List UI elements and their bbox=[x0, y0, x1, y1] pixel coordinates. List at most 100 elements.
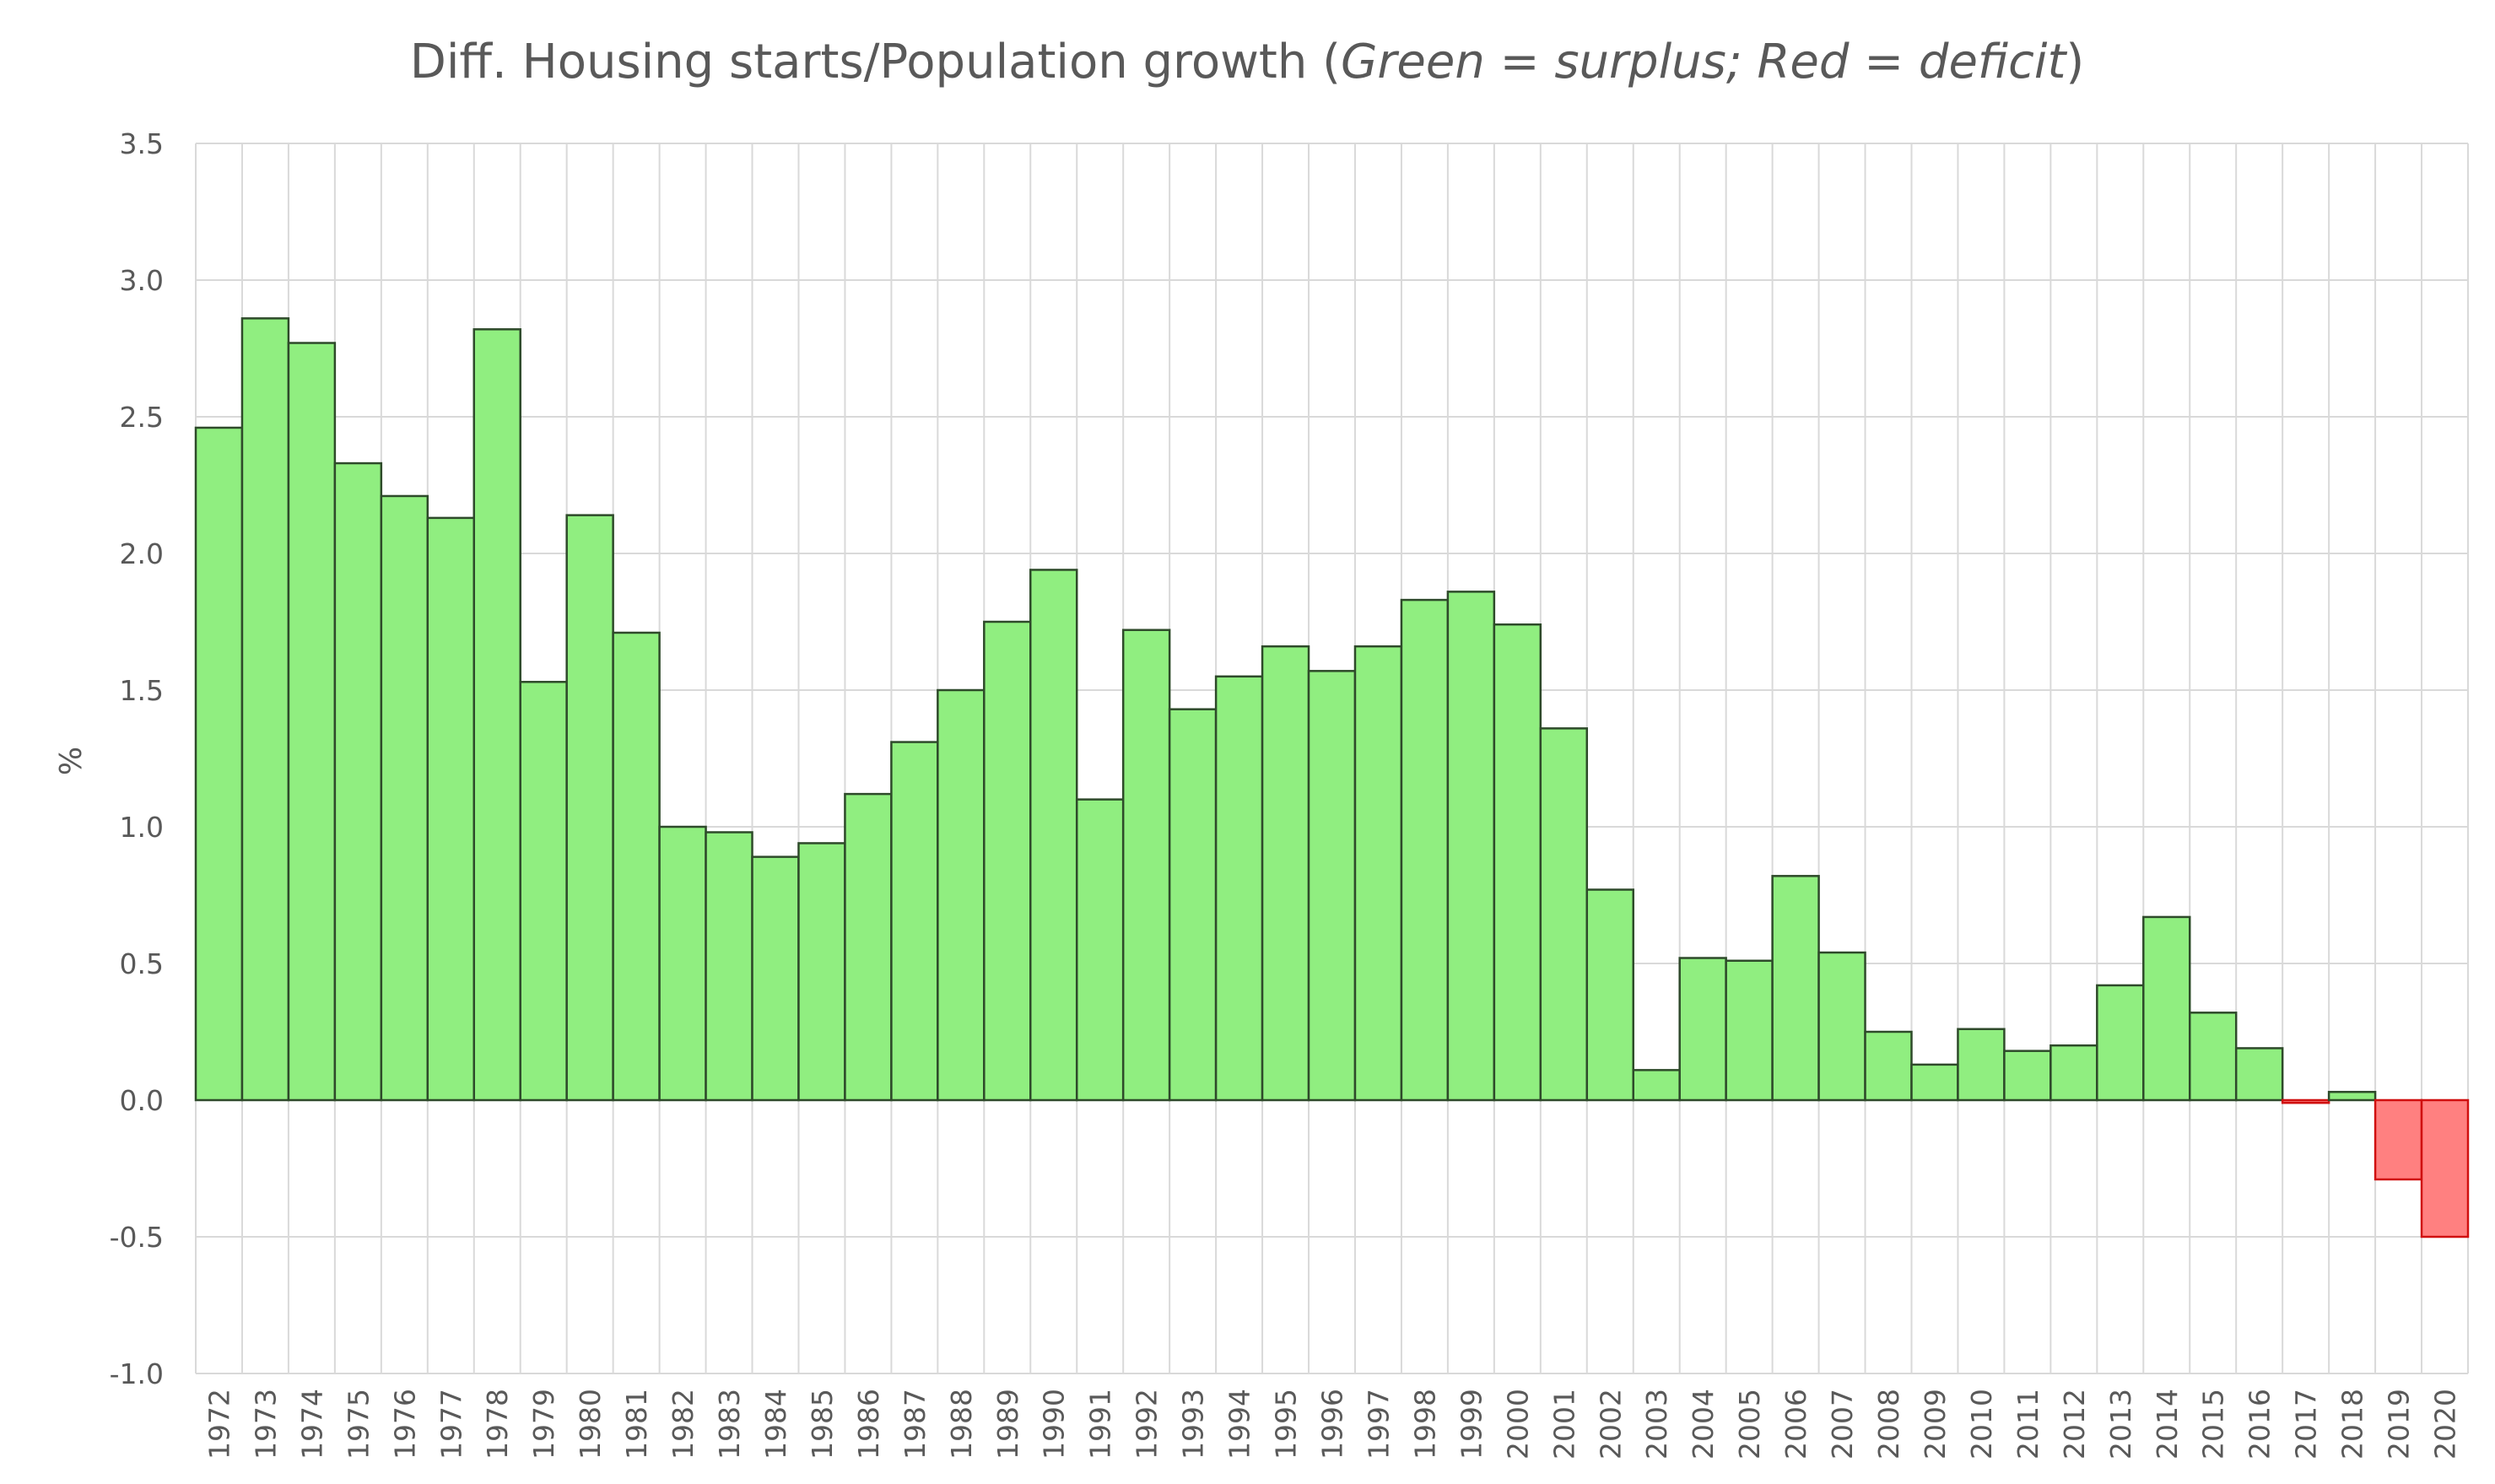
bar-1982 bbox=[658, 825, 707, 1102]
bar-1972 bbox=[194, 426, 244, 1102]
bar-1985 bbox=[797, 842, 846, 1102]
x-tick-label: 1996 bbox=[1316, 1389, 1349, 1460]
x-tick-label: 1974 bbox=[295, 1389, 328, 1460]
x-tick-label: 1977 bbox=[435, 1389, 467, 1460]
y-tick-label: 1.5 bbox=[120, 674, 164, 707]
bar-1975 bbox=[333, 461, 383, 1102]
bar-2012 bbox=[2049, 1044, 2098, 1102]
bar-2019 bbox=[2373, 1098, 2423, 1181]
y-tick-label: 2.5 bbox=[120, 401, 164, 434]
bars bbox=[194, 317, 2470, 1238]
y-tick-label: 0.0 bbox=[120, 1084, 164, 1117]
bar-2008 bbox=[1864, 1030, 1913, 1102]
bar-2003 bbox=[1632, 1069, 1681, 1102]
bar-2011 bbox=[2003, 1050, 2052, 1102]
y-tick-label: 1.0 bbox=[120, 811, 164, 844]
bar-2013 bbox=[2096, 984, 2145, 1102]
x-tick-label: 1999 bbox=[1455, 1389, 1488, 1460]
y-tick-label: -0.5 bbox=[110, 1221, 164, 1254]
bar-1986 bbox=[844, 792, 893, 1102]
bar-1980 bbox=[565, 514, 614, 1102]
x-tick-label: 2000 bbox=[1501, 1389, 1534, 1460]
x-tick-label: 2006 bbox=[1779, 1389, 1812, 1460]
x-tick-label: 1982 bbox=[667, 1389, 699, 1460]
x-tick-label: 1989 bbox=[991, 1389, 1024, 1460]
bar-2001 bbox=[1539, 727, 1589, 1102]
x-tick-label: 2005 bbox=[1733, 1389, 1766, 1460]
x-tick-label: 2009 bbox=[1919, 1389, 1952, 1460]
x-tick-label: 1980 bbox=[574, 1389, 607, 1460]
y-axis-ticks: 3.5 3.0 2.5 2.0 1.5 1.0 0.5 0.0 -0.5 -1.0 bbox=[110, 127, 164, 1390]
chart-title-suffix: ) bbox=[2066, 35, 2084, 89]
x-tick-label: 2014 bbox=[2151, 1389, 2184, 1460]
y-axis-label: % bbox=[54, 747, 89, 775]
bar-1994 bbox=[1214, 675, 1264, 1102]
bar-1983 bbox=[705, 831, 753, 1102]
x-tick-label: 2018 bbox=[2336, 1389, 2369, 1460]
x-tick-label: 1978 bbox=[481, 1389, 514, 1460]
bar-1998 bbox=[1400, 598, 1450, 1102]
x-tick-label: 1993 bbox=[1177, 1389, 1210, 1460]
x-tick-label: 2011 bbox=[2012, 1389, 2044, 1460]
bar-2000 bbox=[1493, 623, 1542, 1102]
bar-2014 bbox=[2142, 915, 2191, 1102]
bar-2020 bbox=[2420, 1098, 2470, 1238]
bar-1993 bbox=[1168, 708, 1218, 1102]
x-tick-label: 1981 bbox=[620, 1389, 653, 1460]
x-tick-label: 2002 bbox=[1594, 1389, 1627, 1460]
bar-2005 bbox=[1725, 959, 1774, 1102]
chart-title: Diff. Housing starts/Population growth (… bbox=[410, 35, 2085, 89]
x-tick-label: 2013 bbox=[2104, 1389, 2137, 1460]
x-tick-label: 2004 bbox=[1687, 1389, 1720, 1460]
bar-1991 bbox=[1075, 798, 1125, 1102]
bar-2009 bbox=[1910, 1063, 1959, 1102]
bar-1996 bbox=[1307, 670, 1357, 1102]
x-tick-label: 1988 bbox=[945, 1389, 978, 1460]
x-tick-label: 2017 bbox=[2290, 1389, 2323, 1460]
x-tick-label: 1995 bbox=[1270, 1389, 1303, 1460]
x-tick-label: 1997 bbox=[1362, 1389, 1395, 1460]
bar-2006 bbox=[1771, 875, 1820, 1102]
bar-2010 bbox=[1957, 1028, 2006, 1102]
x-tick-label: 1984 bbox=[759, 1389, 792, 1460]
x-tick-label: 1987 bbox=[899, 1389, 932, 1460]
bar-1989 bbox=[983, 620, 1032, 1102]
x-tick-label: 2020 bbox=[2429, 1389, 2462, 1460]
y-tick-label: -1.0 bbox=[110, 1357, 164, 1390]
y-tick-label: 2.0 bbox=[120, 537, 164, 570]
bar-1992 bbox=[1121, 629, 1171, 1102]
bar-1978 bbox=[473, 328, 521, 1102]
bar-2018 bbox=[2327, 1091, 2377, 1102]
bar-1979 bbox=[519, 681, 568, 1102]
x-tick-label: 1992 bbox=[1131, 1389, 1164, 1460]
bar-1988 bbox=[937, 688, 986, 1102]
bar-1981 bbox=[612, 631, 661, 1102]
x-tick-label: 1986 bbox=[852, 1389, 885, 1460]
x-tick-label: 1991 bbox=[1084, 1389, 1117, 1460]
x-tick-label: 2001 bbox=[1547, 1389, 1580, 1460]
x-tick-label: 1976 bbox=[388, 1389, 421, 1460]
x-axis-ticks: 1972 1973 1974 1975 1976 1977 1978 1979 1980 1981… bbox=[203, 1389, 2461, 1460]
x-tick-label: 1972 bbox=[203, 1389, 235, 1460]
bar-1977 bbox=[426, 516, 476, 1102]
y-tick-label: 3.5 bbox=[120, 127, 164, 160]
bar-1999 bbox=[1446, 591, 1496, 1102]
x-tick-label: 1975 bbox=[342, 1389, 375, 1460]
bar-2016 bbox=[2234, 1047, 2284, 1102]
x-tick-label: 2015 bbox=[2197, 1389, 2230, 1460]
bar-2004 bbox=[1678, 957, 1727, 1102]
x-tick-label: 1994 bbox=[1223, 1389, 1256, 1460]
bar-1995 bbox=[1261, 645, 1310, 1102]
bar-1973 bbox=[240, 317, 290, 1102]
bar-2007 bbox=[1817, 951, 1866, 1102]
x-tick-label: 2016 bbox=[2244, 1389, 2276, 1460]
x-tick-label: 2019 bbox=[2383, 1389, 2416, 1460]
x-tick-label: 2007 bbox=[1826, 1389, 1859, 1460]
bar-1976 bbox=[380, 494, 429, 1102]
x-tick-label: 1990 bbox=[1038, 1389, 1071, 1460]
bar-1984 bbox=[751, 855, 800, 1102]
bar-2002 bbox=[1585, 888, 1634, 1102]
x-tick-label: 2008 bbox=[1872, 1389, 1905, 1460]
